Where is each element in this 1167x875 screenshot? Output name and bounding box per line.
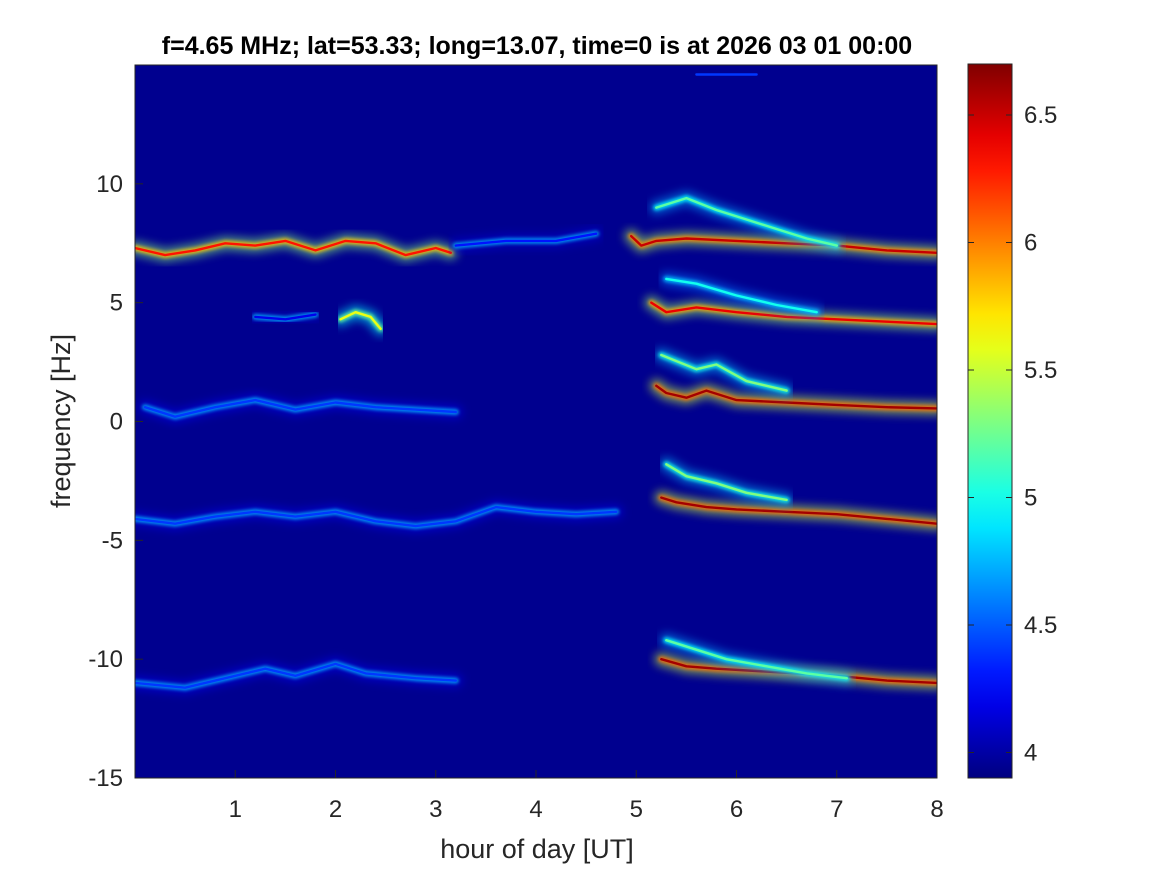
spectral-trace — [448, 226, 604, 253]
colorbar — [967, 63, 1013, 779]
x-tick-label: 5 — [630, 796, 643, 823]
spectral-trace — [248, 307, 323, 327]
spectral-trace — [659, 633, 854, 686]
spectral-trace — [138, 393, 463, 424]
spectral-trace — [135, 656, 463, 695]
y-tick-label: -5 — [102, 527, 123, 554]
x-axis-ticks: 1 2 3 4 5 6 7 8 — [229, 770, 944, 823]
colorbar-tick-label: 4 — [1024, 740, 1037, 767]
x-tick-label: 7 — [830, 796, 843, 823]
y-tick-label: -10 — [88, 646, 123, 673]
spectral-trace — [624, 229, 937, 260]
y-axis-ticks: -15 -10 -5 0 5 10 — [88, 171, 143, 792]
colorbar-tick-label: 4.5 — [1024, 612, 1057, 639]
spectral-trace — [333, 305, 388, 336]
spectral-traces — [135, 67, 937, 695]
colorbar-tick-label: 5 — [1024, 485, 1037, 512]
spectral-trace — [135, 500, 624, 534]
colorbar-ticks: 4 4.5 5 5.5 6 6.5 — [968, 102, 1057, 767]
y-tick-label: -15 — [88, 765, 123, 792]
y-axis-label: frequency [Hz] — [46, 334, 76, 508]
x-tick-label: 4 — [529, 796, 542, 823]
spectral-trace — [649, 378, 937, 416]
x-tick-label: 1 — [229, 796, 242, 823]
plot-area — [135, 65, 937, 778]
x-tick-label: 8 — [930, 796, 943, 823]
y-tick-label: 5 — [110, 290, 123, 317]
spectral-trace — [644, 295, 937, 332]
x-axis-label: hour of day [UT] — [440, 834, 634, 864]
x-tick-label: 6 — [730, 796, 743, 823]
spectral-trace — [135, 233, 458, 263]
y-tick-label: 10 — [96, 171, 123, 198]
chart-title: f=4.65 MHz; lat=53.33; long=13.07, time=… — [162, 32, 912, 60]
y-tick-label: 0 — [110, 409, 123, 436]
colorbar-tick-label: 5.5 — [1024, 357, 1057, 384]
x-tick-label: 2 — [329, 796, 342, 823]
spectral-trace — [654, 348, 794, 398]
x-tick-label: 3 — [429, 796, 442, 823]
colorbar-tick-label: 6.5 — [1024, 102, 1057, 129]
spectral-trace — [649, 191, 844, 253]
colorbar-tick-label: 6 — [1024, 230, 1037, 257]
spectral-trace — [654, 490, 937, 531]
spectral-trace — [659, 271, 824, 320]
spectral-trace — [659, 457, 794, 507]
